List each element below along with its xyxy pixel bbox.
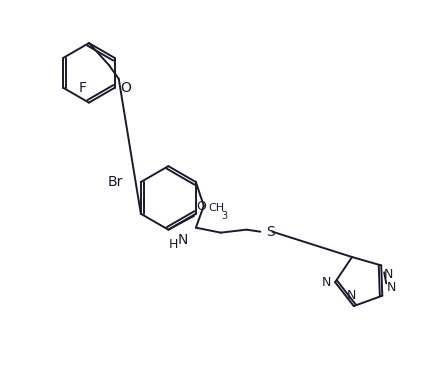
- Text: N: N: [347, 289, 356, 302]
- Text: N: N: [386, 281, 396, 294]
- Text: H: H: [169, 237, 178, 250]
- Text: 3: 3: [221, 211, 227, 221]
- Text: N: N: [384, 268, 393, 281]
- Text: N: N: [322, 276, 331, 289]
- Text: N: N: [178, 233, 188, 247]
- Text: Br: Br: [108, 175, 123, 189]
- Text: O: O: [121, 81, 132, 95]
- Text: CH: CH: [208, 203, 224, 213]
- Text: O: O: [196, 200, 206, 213]
- Text: S: S: [266, 225, 275, 239]
- Text: F: F: [79, 81, 87, 95]
